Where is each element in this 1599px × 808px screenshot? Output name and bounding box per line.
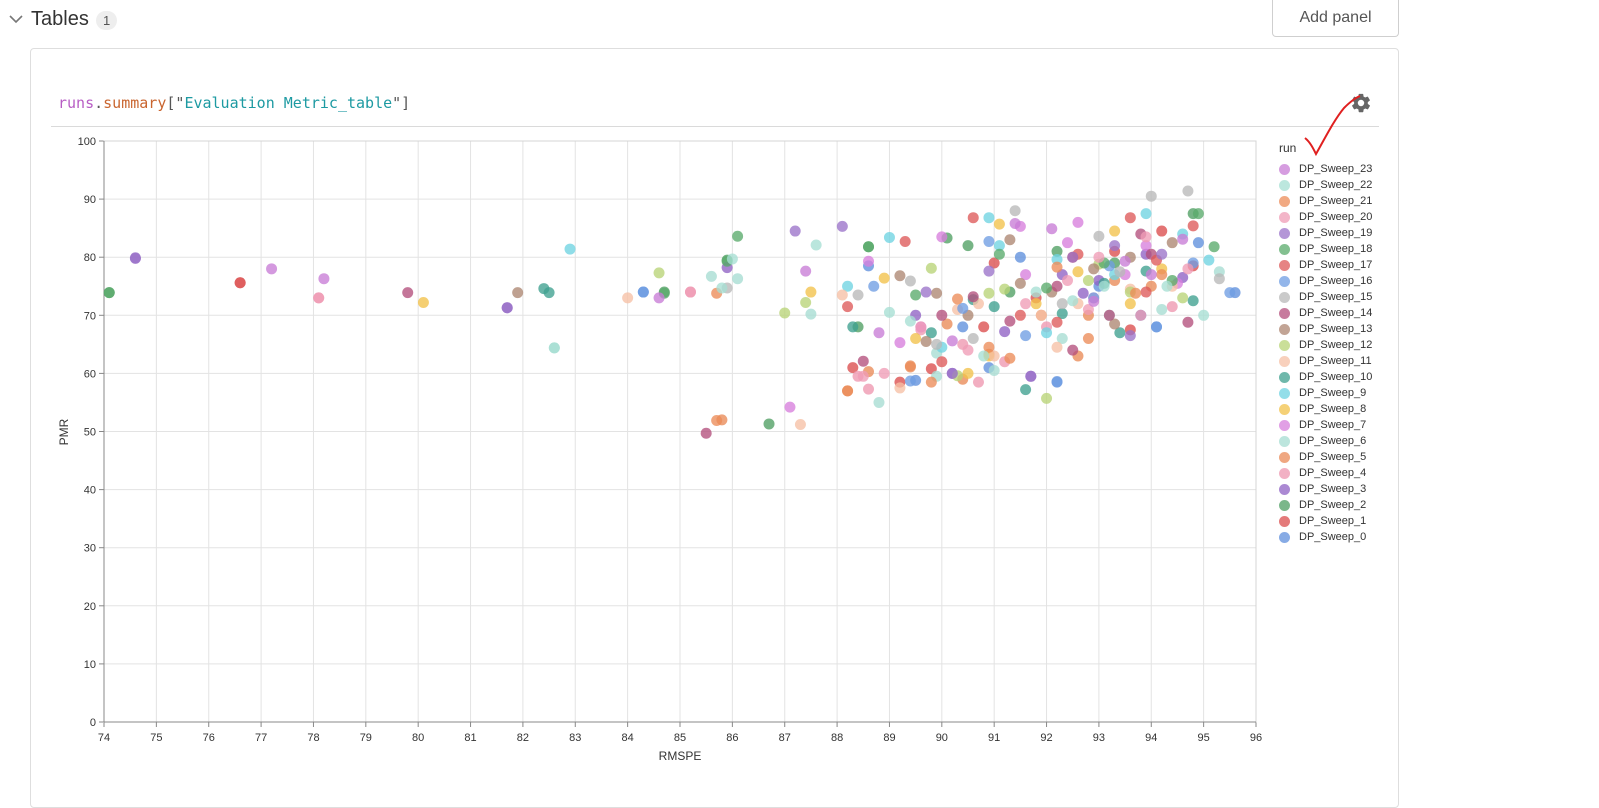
legend-item[interactable]: DP_Sweep_12 <box>1279 337 1372 353</box>
legend-label: DP_Sweep_23 <box>1299 163 1373 175</box>
legend-swatch <box>1279 435 1290 447</box>
legend-label: DP_Sweep_7 <box>1299 419 1367 431</box>
legend-swatch <box>1279 227 1290 239</box>
legend-item[interactable]: DP_Sweep_17 <box>1279 257 1372 273</box>
legend-item[interactable]: DP_Sweep_22 <box>1279 177 1372 193</box>
legend-label: DP_Sweep_18 <box>1299 243 1373 255</box>
legend-item[interactable]: DP_Sweep_6 <box>1279 433 1372 449</box>
legend-item[interactable]: DP_Sweep_14 <box>1279 305 1372 321</box>
legend-item[interactable]: DP_Sweep_1 <box>1279 513 1372 529</box>
legend-item[interactable]: DP_Sweep_0 <box>1279 529 1372 545</box>
legend-label: DP_Sweep_5 <box>1299 451 1367 463</box>
legend-swatch <box>1279 339 1290 351</box>
legend-label: DP_Sweep_19 <box>1299 227 1373 239</box>
legend-label: DP_Sweep_17 <box>1299 259 1373 271</box>
legend-item[interactable]: DP_Sweep_8 <box>1279 401 1372 417</box>
legend-title: run <box>1279 141 1297 155</box>
legend-item[interactable]: DP_Sweep_9 <box>1279 385 1372 401</box>
query-expression[interactable]: runs.summary["Evaluation Metric_table"] <box>58 94 410 112</box>
section-header: Tables 1 Add panel <box>0 0 1400 40</box>
legend-item[interactable]: DP_Sweep_13 <box>1279 321 1372 337</box>
legend-item[interactable]: DP_Sweep_18 <box>1279 241 1372 257</box>
add-panel-button[interactable]: Add panel <box>1272 0 1399 37</box>
query-close-bracket: "] <box>392 94 411 112</box>
legend-label: DP_Sweep_16 <box>1299 275 1373 287</box>
legend-label: DP_Sweep_6 <box>1299 435 1367 447</box>
query-open-bracket: [" <box>166 94 185 112</box>
table-panel <box>30 48 1399 808</box>
legend-swatch <box>1279 163 1290 175</box>
legend-swatch <box>1279 483 1290 495</box>
legend-swatch <box>1279 403 1290 415</box>
legend-swatch <box>1279 291 1290 303</box>
legend-item[interactable]: DP_Sweep_20 <box>1279 209 1372 225</box>
chevron-down-icon[interactable] <box>9 14 23 24</box>
legend-swatch <box>1279 515 1290 527</box>
chart-legend: DP_Sweep_23 DP_Sweep_22 DP_Sweep_21 DP_Swee… <box>1279 161 1372 545</box>
gear-icon[interactable] <box>1350 92 1372 114</box>
legend-swatch <box>1279 419 1290 431</box>
legend-label: DP_Sweep_14 <box>1299 307 1373 319</box>
legend-swatch <box>1279 531 1290 543</box>
section-title: Tables <box>31 8 89 30</box>
legend-label: DP_Sweep_2 <box>1299 499 1367 511</box>
legend-label: DP_Sweep_20 <box>1299 211 1373 223</box>
legend-item[interactable]: DP_Sweep_3 <box>1279 481 1372 497</box>
legend-label: DP_Sweep_21 <box>1299 195 1373 207</box>
legend-swatch <box>1279 243 1290 255</box>
legend-swatch <box>1279 275 1290 287</box>
legend-swatch <box>1279 371 1290 383</box>
legend-label: DP_Sweep_12 <box>1299 339 1373 351</box>
query-runs: runs <box>58 94 95 112</box>
legend-label: DP_Sweep_0 <box>1299 531 1367 543</box>
legend-swatch <box>1279 179 1290 191</box>
legend-label: DP_Sweep_22 <box>1299 179 1373 191</box>
query-divider <box>51 126 1379 127</box>
legend-swatch <box>1279 451 1290 463</box>
legend-swatch <box>1279 259 1290 271</box>
legend-swatch <box>1279 355 1290 367</box>
legend-item[interactable]: DP_Sweep_4 <box>1279 465 1372 481</box>
legend-label: DP_Sweep_4 <box>1299 467 1367 479</box>
legend-swatch <box>1279 211 1290 223</box>
legend-label: DP_Sweep_1 <box>1299 515 1367 527</box>
legend-item[interactable]: DP_Sweep_5 <box>1279 449 1372 465</box>
legend-swatch <box>1279 387 1290 399</box>
section-count-badge: 1 <box>96 11 118 30</box>
legend-label: DP_Sweep_8 <box>1299 403 1367 415</box>
legend-item[interactable]: DP_Sweep_21 <box>1279 193 1372 209</box>
query-key: Evaluation Metric_table <box>184 94 393 112</box>
legend-swatch <box>1279 323 1290 335</box>
legend-item[interactable]: DP_Sweep_19 <box>1279 225 1372 241</box>
legend-swatch <box>1279 499 1290 511</box>
legend-label: DP_Sweep_9 <box>1299 387 1367 399</box>
legend-label: DP_Sweep_10 <box>1299 371 1373 383</box>
legend-label: DP_Sweep_13 <box>1299 323 1373 335</box>
legend-item[interactable]: DP_Sweep_16 <box>1279 273 1372 289</box>
query-summary: summary <box>103 94 167 112</box>
legend-item[interactable]: DP_Sweep_11 <box>1279 353 1372 369</box>
legend-swatch <box>1279 467 1290 479</box>
legend-swatch <box>1279 307 1290 319</box>
query-dot: . <box>94 94 104 112</box>
legend-item[interactable]: DP_Sweep_7 <box>1279 417 1372 433</box>
legend-label: DP_Sweep_3 <box>1299 483 1367 495</box>
legend-item[interactable]: DP_Sweep_10 <box>1279 369 1372 385</box>
legend-item[interactable]: DP_Sweep_2 <box>1279 497 1372 513</box>
legend-label: DP_Sweep_11 <box>1299 355 1372 367</box>
legend-label: DP_Sweep_15 <box>1299 291 1373 303</box>
legend-swatch <box>1279 195 1290 207</box>
legend-item[interactable]: DP_Sweep_15 <box>1279 289 1372 305</box>
legend-item[interactable]: DP_Sweep_23 <box>1279 161 1372 177</box>
